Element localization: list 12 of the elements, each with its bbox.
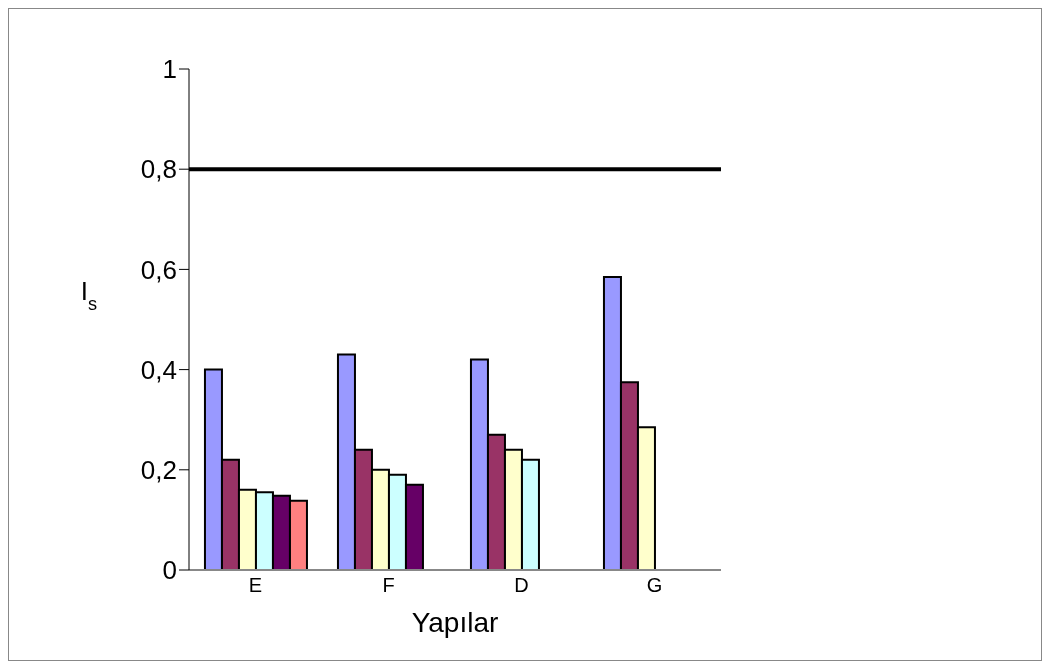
y-axis-title: I$_{s}$	[80, 275, 98, 314]
x-axis-title: Yapılar	[411, 607, 499, 638]
x-tick-label: G	[646, 574, 663, 597]
y-tick-label: 0,6	[140, 254, 177, 285]
x-tick-label: E	[248, 574, 263, 597]
y-tick-label: 0,8	[140, 154, 177, 185]
x-tick-label: F	[382, 574, 395, 597]
y-tick-label: 1	[162, 54, 177, 85]
y-tick-label: 0	[162, 555, 177, 586]
x-tick-label: D	[514, 574, 529, 597]
y-tick-label: 0,4	[140, 354, 177, 385]
y-tick-label: 0,2	[140, 455, 177, 486]
